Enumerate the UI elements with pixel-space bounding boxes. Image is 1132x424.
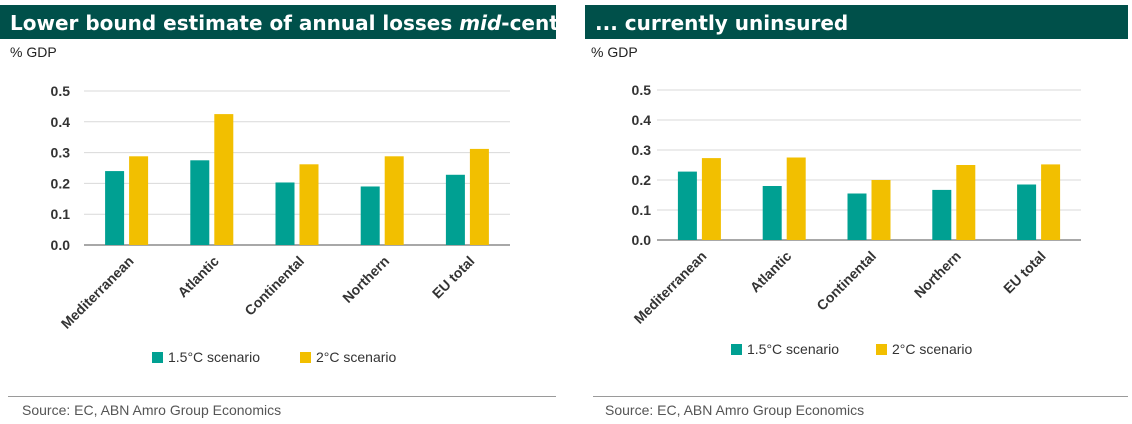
bar-series1	[275, 182, 295, 245]
legend-swatch	[731, 344, 742, 355]
bar-series1	[360, 186, 380, 245]
y-tick-label: 0.4	[632, 112, 652, 128]
source-note: Source: EC, ABN Amro Group Economics	[605, 402, 865, 418]
x-tick-label: Continental	[241, 253, 307, 319]
y-tick-label: 0.3	[632, 142, 652, 158]
y-axis-unit: % GDP	[591, 44, 638, 60]
bar-chart-losses: 0.0 0.1 0.2 0.3 0.4 0.5 Mediterranean Atlantic C…	[51, 83, 510, 365]
legend-label: 2°C scenario	[316, 349, 397, 365]
bar-series1	[932, 189, 952, 240]
legend-label: 2°C scenario	[892, 341, 973, 357]
bar-series2	[469, 148, 489, 245]
x-tick-label: Atlantic	[174, 253, 222, 301]
x-tick-label: EU total	[429, 253, 478, 302]
source-note: Source: EC, ABN Amro Group Economics	[22, 402, 282, 418]
title-bar: Lower bound estimate of annual losses mi…	[0, 5, 596, 39]
x-tick-label: Northern	[911, 248, 964, 301]
legend-swatch	[300, 352, 311, 363]
y-tick-label: 0.3	[51, 145, 71, 161]
chart-title: Lower bound estimate of annual losses mi…	[10, 11, 596, 35]
bar-series1	[190, 160, 210, 245]
source-divider	[8, 396, 556, 397]
bar-series1	[105, 171, 125, 245]
bar-series1	[1017, 184, 1037, 240]
y-tick-label: 0.1	[632, 202, 652, 218]
bar-series2	[871, 180, 891, 240]
bar-series1	[847, 193, 867, 240]
bar-series2	[299, 164, 319, 245]
y-tick-label: 0.1	[51, 206, 71, 222]
title-bar: ... currently uninsured	[585, 5, 1128, 39]
bar-series2	[1041, 164, 1061, 240]
chart-title: ... currently uninsured	[595, 11, 849, 35]
bar-series1	[445, 174, 465, 245]
bar-chart-uninsured: 0.0 0.1 0.2 0.3 0.4 0.5 Mediterranean Atlantic C…	[631, 82, 1081, 357]
y-tick-label: 0.5	[51, 83, 71, 99]
bar-series2	[129, 156, 149, 245]
y-tick-label: 0.2	[51, 175, 71, 191]
y-tick-label: 0.4	[51, 114, 71, 130]
y-axis-unit: % GDP	[10, 44, 57, 60]
bar-series2	[214, 114, 234, 245]
x-tick-label: Mediterranean	[631, 248, 710, 327]
x-tick-label: Mediterranean	[58, 253, 137, 332]
x-tick-label: Continental	[813, 248, 879, 314]
legend-swatch	[876, 344, 887, 355]
x-tick-label: EU total	[1000, 248, 1049, 297]
legend-label: 1.5°C scenario	[168, 349, 260, 365]
legend-label: 1.5°C scenario	[747, 341, 839, 357]
bar-series2	[786, 157, 806, 240]
y-tick-label: 0.5	[632, 82, 652, 98]
legend-swatch	[152, 352, 163, 363]
bar-series2	[701, 158, 721, 240]
x-tick-label: Atlantic	[747, 248, 795, 296]
y-tick-label: 0.0	[51, 237, 71, 253]
bar-series2	[384, 156, 404, 245]
bar-series1	[677, 171, 697, 240]
x-tick-label: Northern	[339, 253, 392, 306]
bar-series1	[762, 186, 782, 240]
y-tick-label: 0.2	[632, 172, 652, 188]
source-divider	[593, 396, 1128, 397]
y-tick-label: 0.0	[632, 232, 652, 248]
bar-series2	[956, 165, 976, 240]
